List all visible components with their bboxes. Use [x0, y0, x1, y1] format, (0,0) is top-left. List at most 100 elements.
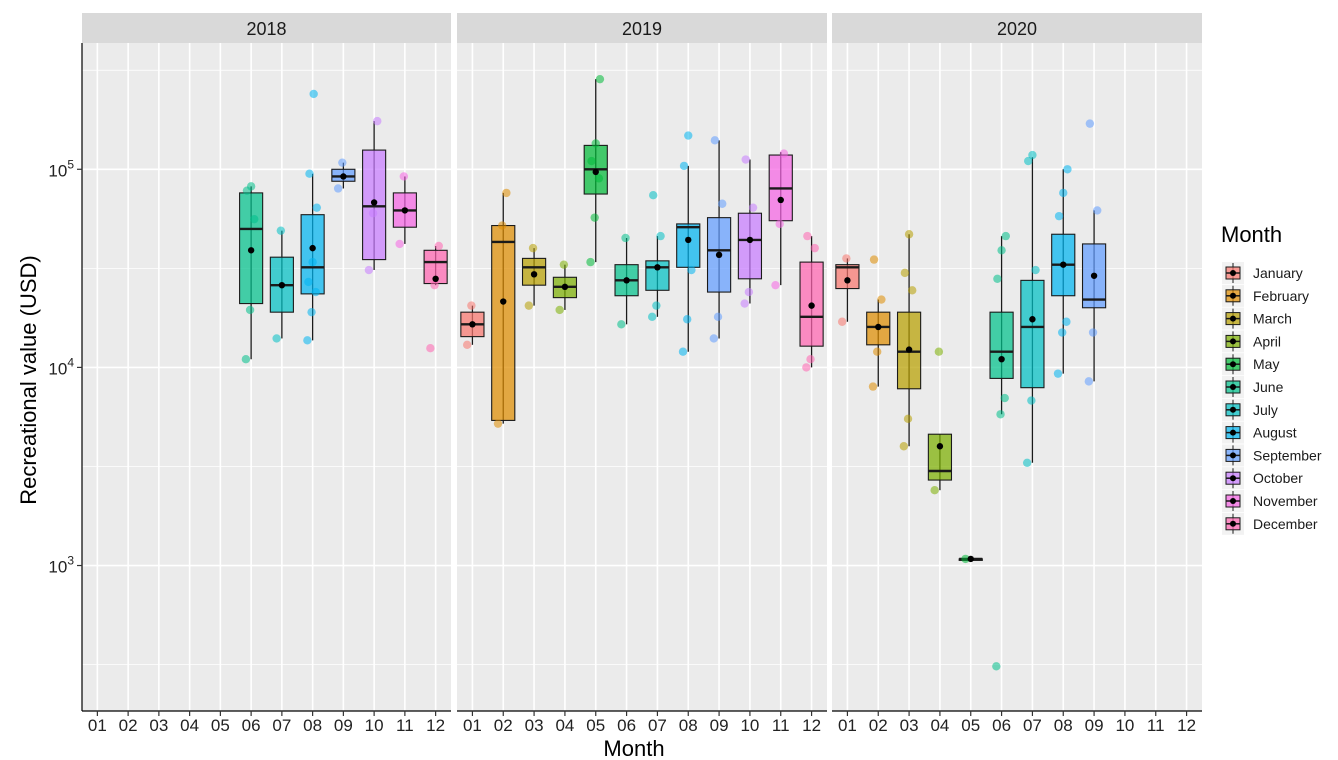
box-2019-05 [583, 74, 608, 267]
data-point [842, 254, 851, 263]
data-point [241, 354, 251, 364]
data-point [868, 382, 878, 391]
data-point [713, 312, 723, 322]
mean-point [592, 168, 599, 176]
box-2020-01 [835, 254, 860, 326]
box-2020-03 [896, 230, 922, 451]
facet-panel-2020: 2020 01 02 03 04 05 06 07 08 09 10 11 12 [832, 13, 1202, 735]
mean-point [1060, 261, 1067, 268]
y-tick-label: 103 [48, 554, 74, 577]
panel-background [457, 43, 827, 711]
x-tick-label: 08 [1054, 716, 1073, 735]
x-tick-label: 10 [365, 716, 384, 735]
legend-key-mean [1230, 270, 1236, 276]
data-point [1028, 150, 1037, 160]
data-point [740, 299, 749, 308]
data-point [803, 231, 812, 241]
mean-point [247, 247, 255, 254]
x-tick-label: 04 [180, 716, 199, 735]
data-point [877, 295, 886, 304]
data-point [647, 312, 657, 322]
box-2019-08 [676, 131, 701, 356]
mean-point [469, 321, 476, 328]
data-point [497, 221, 507, 230]
data-point [426, 344, 435, 353]
legend-key-mean [1230, 292, 1236, 299]
data-point [806, 354, 815, 364]
mean-point [875, 323, 882, 331]
mean-point [654, 264, 661, 271]
data-point [595, 74, 605, 84]
mean-point [808, 302, 815, 309]
x-tick-label: 05 [586, 716, 605, 735]
box-2018-06 [239, 182, 264, 364]
legend-label: September [1253, 447, 1322, 463]
data-point [305, 169, 314, 178]
data-point [368, 209, 378, 218]
mean-point [500, 298, 507, 305]
data-point [304, 277, 313, 287]
box-2019-10 [737, 155, 763, 308]
data-point [961, 554, 970, 564]
legend: Month January February March April May June Jul… [1221, 222, 1322, 535]
x-tick-label: 01 [838, 716, 857, 735]
mean-point [1029, 316, 1036, 323]
mean-point [936, 443, 944, 450]
legend-key-mean [1230, 384, 1236, 390]
mean-point [370, 199, 378, 206]
legend-label: January [1253, 265, 1303, 281]
x-tick-label: 01 [463, 716, 482, 735]
x-tick-label: 08 [303, 716, 322, 735]
data-point [679, 161, 689, 171]
data-point [1059, 188, 1068, 198]
legend-key-july [1222, 398, 1244, 421]
mean-point [777, 196, 784, 204]
data-point [997, 246, 1006, 255]
data-point [710, 136, 720, 145]
legend-key-may [1222, 353, 1244, 376]
data-point [590, 213, 599, 222]
legend-key-mean [1230, 338, 1236, 345]
data-point [1024, 156, 1033, 166]
data-point [1062, 317, 1071, 326]
x-tick-label: 09 [710, 716, 729, 735]
x-tick-label: 09 [1085, 716, 1104, 735]
legend-label: June [1253, 379, 1284, 395]
legend-key-mean [1230, 452, 1236, 459]
data-point [430, 280, 439, 290]
mean-point [278, 281, 286, 289]
legend-key-august [1222, 421, 1244, 444]
data-point [656, 231, 665, 241]
strip-background [82, 13, 451, 43]
box [989, 311, 1014, 379]
x-tick-label: 07 [1023, 716, 1042, 735]
y-axis: 103 104 105 [48, 43, 83, 711]
y-axis-title: Recreational value (USD) [16, 255, 41, 504]
data-point [1027, 396, 1036, 405]
mean-point [401, 207, 409, 214]
box-2019-01 [460, 301, 485, 350]
box [1020, 279, 1045, 389]
mean-point [432, 275, 439, 283]
data-point [594, 174, 604, 183]
x-tick-label: 05 [961, 716, 980, 735]
box-2019-02 [491, 188, 516, 428]
data-point [524, 301, 534, 310]
legend-key-december [1222, 512, 1244, 535]
legend-key-october [1222, 467, 1244, 490]
data-point [333, 184, 343, 193]
data-point [996, 410, 1005, 419]
data-point [899, 442, 909, 451]
x-tick-label: 10 [740, 716, 759, 735]
data-point [1022, 458, 1032, 467]
data-point [1084, 377, 1094, 386]
box-2020-02 [866, 255, 891, 391]
x-tick-label: 09 [334, 716, 353, 735]
data-point [276, 226, 286, 235]
data-point [591, 139, 600, 148]
x-tick-label: 03 [525, 716, 544, 735]
x-tick-label: 10 [1115, 716, 1134, 735]
x-tick-label: 12 [1177, 716, 1196, 735]
data-point [586, 257, 595, 267]
data-point [934, 347, 944, 356]
